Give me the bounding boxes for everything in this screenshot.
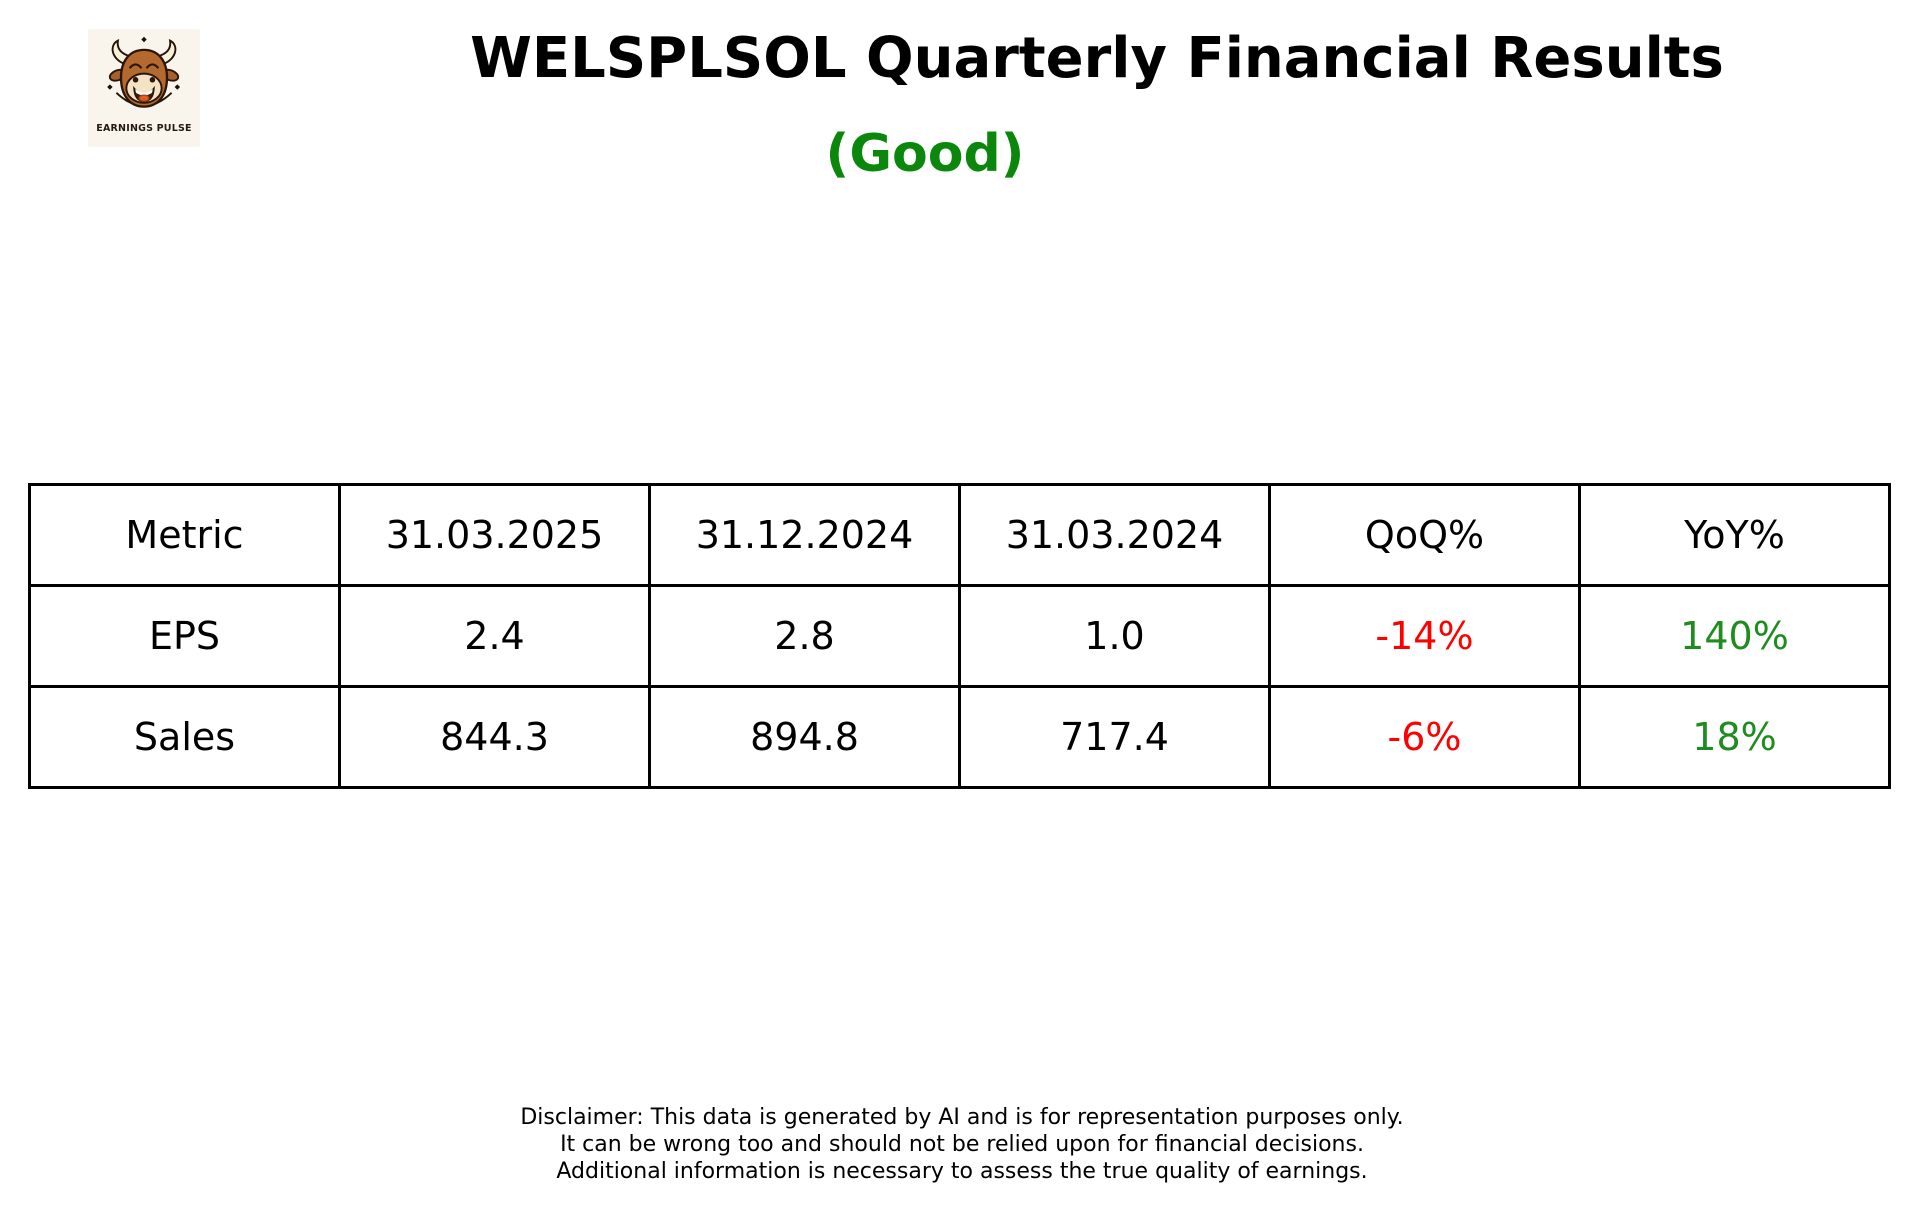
financial-results-table: Metric 31.03.2025 31.12.2024 31.03.2024 …	[28, 483, 1891, 789]
eps-q-current-cell: 2.4	[338, 584, 651, 688]
table-row-eps: EPS 2.4 2.8 1.0 -14% 140%	[28, 584, 1891, 688]
page-title: WELSPLSOL Quarterly Financial Results	[470, 26, 1724, 91]
sales-q-yearago-cell: 717.4	[958, 685, 1271, 789]
disclaimer: Disclaimer: This data is generated by AI…	[520, 1104, 1403, 1185]
header-cell-metric: Metric	[28, 483, 341, 587]
header-cell-q-previous: 31.12.2024	[648, 483, 961, 587]
table-row-sales: Sales 844.3 894.8 717.4 -6% 18%	[28, 685, 1891, 789]
header-cell-qoq: QoQ%	[1268, 483, 1581, 587]
eps-q-previous-cell: 2.8	[648, 584, 961, 688]
sales-qoq-cell: -6%	[1268, 685, 1581, 789]
header-cell-q-current: 31.03.2025	[338, 483, 651, 587]
sales-yoy-cell: 18%	[1578, 685, 1891, 789]
sales-metric-cell: Sales	[28, 685, 341, 789]
earnings-pulse-logo: EARNINGS PULSE	[88, 29, 200, 147]
eps-qoq-cell: -14%	[1268, 584, 1581, 688]
disclaimer-line-2: It can be wrong too and should not be re…	[560, 1132, 1364, 1157]
disclaimer-line-1: Disclaimer: This data is generated by AI…	[520, 1105, 1404, 1130]
disclaimer-line-3: Additional information is necessary to a…	[556, 1159, 1368, 1184]
table-header-row: Metric 31.03.2025 31.12.2024 31.03.2024 …	[28, 483, 1891, 587]
header-cell-q-yearago: 31.03.2024	[958, 483, 1271, 587]
eps-yoy-cell: 140%	[1578, 584, 1891, 688]
eps-q-yearago-cell: 1.0	[958, 584, 1271, 688]
laughing-bull-icon	[107, 36, 181, 108]
logo-brand-text: EARNINGS PULSE	[96, 123, 192, 134]
header-cell-yoy: YoY%	[1578, 483, 1891, 587]
sales-q-previous-cell: 894.8	[648, 685, 961, 789]
verdict-label: (Good)	[825, 124, 1025, 184]
sales-q-current-cell: 844.3	[338, 685, 651, 789]
eps-metric-cell: EPS	[28, 584, 341, 688]
